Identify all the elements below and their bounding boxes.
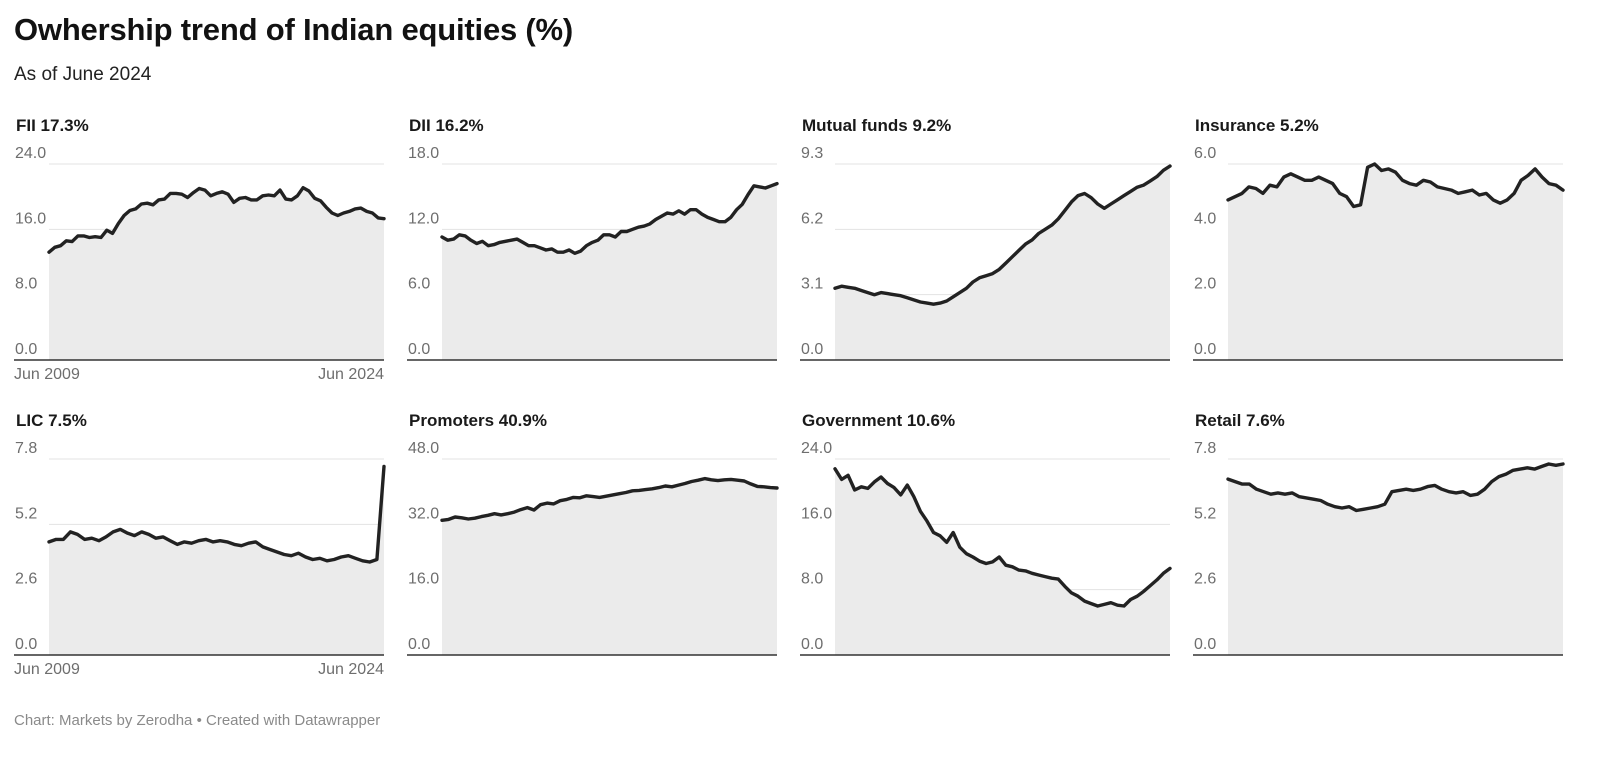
panel-title: Insurance 5.2% [1195,116,1319,135]
y-tick-label: 0.0 [15,636,37,653]
y-tick-label: 0.0 [1194,636,1216,653]
y-tick-label: 7.8 [15,440,37,457]
panel-title: Retail 7.6% [1195,411,1285,430]
x-tick-label: Jun 2024 [318,366,384,383]
chart-subtitle: As of June 2024 [14,64,152,85]
panel-dii: DII 16.2% 0.0 6.0 12.0 18.0 [407,116,797,396]
y-tick-label: 16.0 [408,571,439,588]
x-tick-label: Jun 2024 [318,661,384,678]
panel-chart: 0.0 2.6 5.2 7.8 [1193,440,1565,656]
x-tick-label: Jun 2009 [14,366,80,383]
series-area [1228,464,1563,655]
y-tick-label: 9.3 [801,145,823,162]
y-tick-label: 48.0 [408,440,439,457]
panel-fii: FII 17.3% 0.0 8.0 16.0 24.0 Jun 2009 Jun 2024 [14,116,404,396]
series-area [835,166,1170,360]
panel-title: FII 17.3% [16,116,89,135]
series-line [1226,462,1565,513]
series-line [440,476,779,522]
panel-chart: 0.0 8.0 16.0 24.0 Jun 2009 Jun 2024 [14,145,386,383]
panel-title: Mutual funds 9.2% [802,116,952,135]
panel-chart: 0.0 6.0 12.0 18.0 [407,145,779,361]
y-tick-label: 0.0 [1194,341,1216,358]
panel-chart: 0.0 3.1 6.2 9.3 [800,145,1172,361]
series-area [442,183,777,360]
y-tick-label: 6.0 [1194,145,1216,162]
y-tick-label: 7.8 [1194,440,1216,457]
panel-title: Promoters 40.9% [409,411,547,430]
y-tick-label: 12.0 [408,210,439,227]
y-tick-label: 0.0 [408,341,430,358]
y-tick-label: 24.0 [801,440,832,457]
y-tick-label: 8.0 [15,276,37,293]
y-tick-label: 5.2 [1194,505,1216,522]
panel-chart: 0.0 16.0 32.0 48.0 [407,440,779,656]
series-area [49,187,384,360]
chart-title: Owhership trend of Indian equities (%) [14,12,574,47]
panel-title: DII 16.2% [409,116,484,135]
panel-promoters: Promoters 40.9% 0.0 16.0 32.0 48.0 [407,411,797,691]
y-tick-label: 24.0 [15,145,46,162]
panel-government: Government 10.6% 0.0 8.0 16.0 24.0 [800,411,1190,691]
y-tick-label: 16.0 [801,505,832,522]
series-area [49,466,384,655]
y-tick-label: 0.0 [408,636,430,653]
series-line [1226,162,1565,209]
y-tick-label: 32.0 [408,505,439,522]
panel-insurance: Insurance 5.2% 0.0 2.0 4.0 6.0 [1193,116,1583,396]
panel-chart: 0.0 8.0 16.0 24.0 [800,440,1172,656]
y-tick-label: 2.6 [1194,571,1216,588]
chart-footer: Chart: Markets by Zerodha • Created with… [14,712,381,729]
y-tick-label: 2.6 [15,571,37,588]
x-tick-label: Jun 2009 [14,661,80,678]
y-tick-label: 18.0 [408,145,439,162]
panel-mutual-funds: Mutual funds 9.2% 0.0 3.1 6.2 9.3 [800,116,1190,396]
y-tick-label: 3.1 [801,276,823,293]
panel-lic: LIC 7.5% 0.0 2.6 5.2 7.8 Jun 2009 Jun 2024 [14,411,404,691]
y-tick-label: 5.2 [15,505,37,522]
y-tick-label: 0.0 [801,341,823,358]
panel-chart: 0.0 2.6 5.2 7.8 Jun 2009 Jun 2024 [14,440,386,678]
panel-chart: 0.0 2.0 4.0 6.0 [1193,145,1565,361]
y-tick-label: 16.0 [15,210,46,227]
panel-retail: Retail 7.6% 0.0 2.6 5.2 7.8 [1193,411,1583,691]
panel-title: LIC 7.5% [16,411,87,430]
panel-title: Government 10.6% [802,411,956,430]
series-area [1228,164,1563,360]
series-area [442,478,777,655]
y-tick-label: 0.0 [801,636,823,653]
y-tick-label: 6.2 [801,210,823,227]
y-tick-label: 8.0 [801,571,823,588]
series-line [47,464,386,564]
y-tick-label: 4.0 [1194,210,1216,227]
y-tick-label: 2.0 [1194,276,1216,293]
series-line [47,186,386,254]
y-tick-label: 0.0 [15,341,37,358]
series-line [440,181,779,255]
y-tick-label: 6.0 [408,276,430,293]
series-line [833,467,1172,608]
series-line [833,164,1172,306]
